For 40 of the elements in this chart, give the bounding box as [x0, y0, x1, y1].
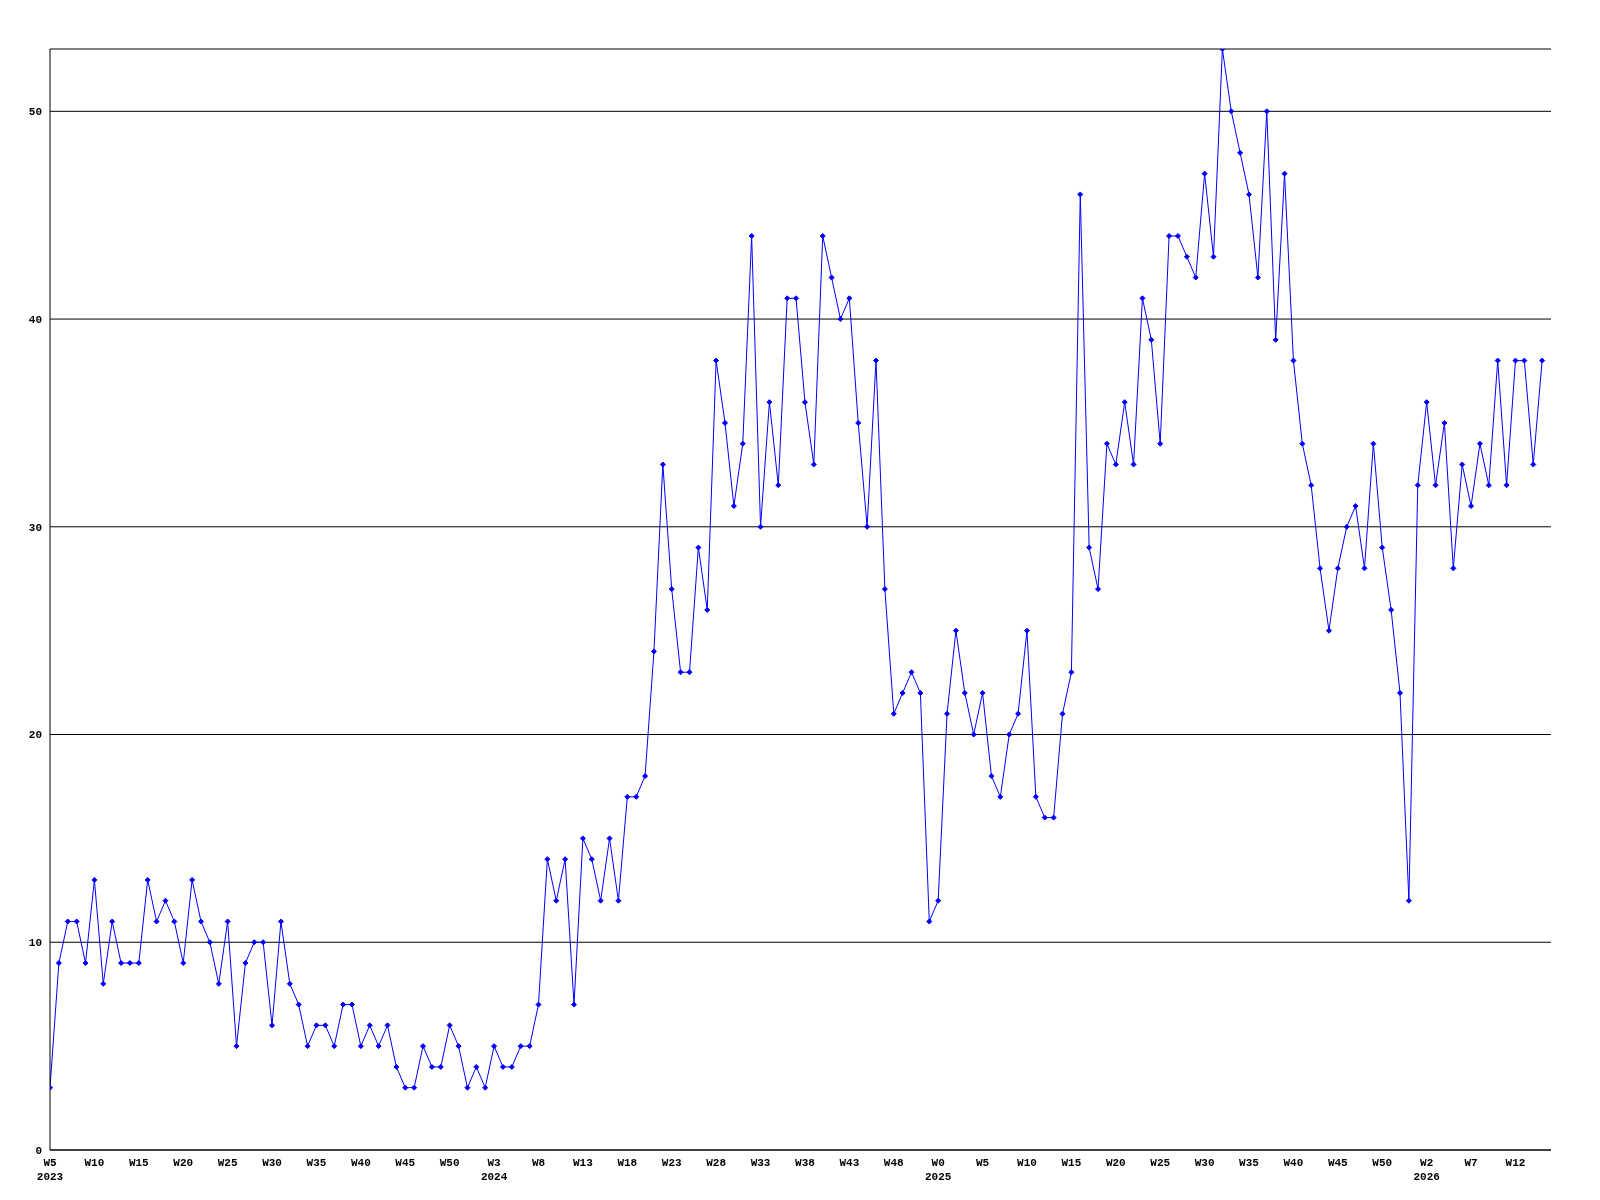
x-tick-label: W12 [1505, 1157, 1526, 1169]
x-tick-label: W35 [306, 1157, 327, 1169]
x-tick-label: W28 [706, 1157, 727, 1169]
x-tick-label: W30 [262, 1157, 282, 1169]
x-tick-label: W45 [1327, 1157, 1349, 1169]
x-tick-label: W50 [439, 1157, 460, 1169]
x-tick-label: W20 [173, 1157, 194, 1169]
x-tick-label: W43 [839, 1157, 860, 1169]
x-tick-label: W38 [795, 1157, 816, 1169]
x-tick-label: W50 [1372, 1157, 1393, 1169]
x-tick-label: W15 [128, 1157, 150, 1169]
x-tick-label: W40 [1283, 1157, 1304, 1169]
y-tick-label: 50 [28, 106, 42, 119]
y-tick-label: 40 [28, 313, 42, 326]
x-tick-label: W30 [1194, 1157, 1215, 1169]
x-tick-label: W25 [217, 1157, 238, 1169]
y-tick-label: 30 [28, 521, 42, 534]
x-tick-label: W23 [661, 1157, 683, 1169]
x-tick-label: W35 [1239, 1157, 1260, 1169]
x-tick-label: W40 [350, 1157, 371, 1169]
x-tick-label: W13 [572, 1157, 594, 1169]
x-tick-label: W10 [84, 1157, 105, 1169]
x-tick-label: W7 [1464, 1157, 1478, 1169]
x-tick-label: W3 2024 [480, 1157, 508, 1183]
x-tick-label: W8 [531, 1157, 546, 1169]
x-tick-label: W10 [1017, 1157, 1037, 1169]
y-tick-label: 0 [35, 1144, 42, 1157]
x-tick-label: W0 2025 [924, 1157, 952, 1183]
x-tick-label: W33 [750, 1157, 771, 1169]
x-tick-label: W5 [975, 1157, 990, 1169]
x-tick-label: W20 [1105, 1157, 1126, 1169]
x-tick-label: W18 [617, 1157, 638, 1169]
y-tick-label: 20 [28, 729, 42, 742]
x-tick-label: W2 2026 [1413, 1157, 1440, 1183]
x-tick-label: W45 [395, 1157, 416, 1169]
x-tick-label: W48 [883, 1157, 905, 1169]
y-tick-label: 10 [28, 937, 42, 950]
x-tick-label: W15 [1061, 1157, 1082, 1169]
x-tick-label: W5 2023 [36, 1157, 64, 1183]
x-tick-label: W25 [1150, 1157, 1171, 1169]
